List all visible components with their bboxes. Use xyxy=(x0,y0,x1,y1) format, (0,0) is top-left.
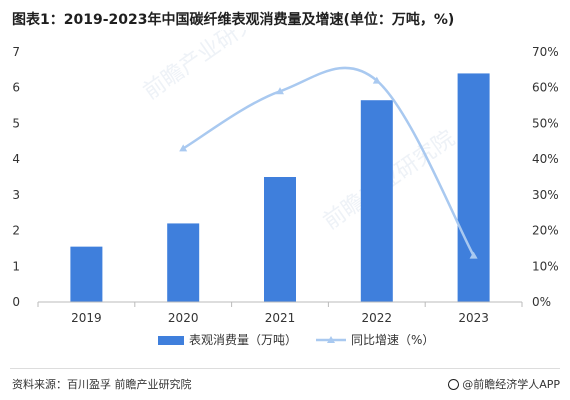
y-tick-label: 0 xyxy=(12,295,20,309)
y2-tick-label: 40% xyxy=(532,152,559,166)
y-tick-label: 7 xyxy=(12,45,20,59)
y2-tick-label: 20% xyxy=(532,224,559,238)
y-tick-label: 2 xyxy=(12,224,20,238)
line-point-marker xyxy=(372,76,381,84)
line-point-marker xyxy=(179,144,188,152)
bar xyxy=(360,100,393,302)
legend-bar-swatch xyxy=(158,336,184,345)
chart-svg: 012345670%10%20%30%40%50%60%70%前瞻产业研究院前瞻… xyxy=(12,0,559,347)
bar xyxy=(457,73,490,302)
y2-tick-label: 70% xyxy=(532,45,559,59)
watermark-text: 前瞻产业研究院 xyxy=(139,30,280,105)
bar xyxy=(70,246,103,302)
chart: 012345670%10%20%30%40%50%60%70%前瞻产业研究院前瞻… xyxy=(0,0,570,360)
y-tick-label: 1 xyxy=(12,259,20,273)
chart-title: 图表1：2019-2023年中国碳纤维表观消费量及增速(单位：万吨，%) xyxy=(12,12,455,28)
legend-line-marker xyxy=(327,336,335,343)
brand-logo-icon xyxy=(448,378,460,390)
line-point-marker xyxy=(469,251,478,259)
legend-line-label: 同比增速（%） xyxy=(351,333,434,347)
y-tick-label: 3 xyxy=(12,188,20,202)
brand-credit: @前瞻经济学人APP xyxy=(448,376,560,392)
line-point-marker xyxy=(276,87,284,95)
y-tick-label: 6 xyxy=(12,81,20,95)
footer-divider xyxy=(10,368,560,369)
y2-tick-label: 60% xyxy=(532,81,559,95)
y-tick-label: 5 xyxy=(12,116,20,130)
source-note: 资料来源：百川盈孚 前瞻产业研究院 xyxy=(12,378,192,391)
x-tick-label: 2023 xyxy=(458,311,489,325)
x-tick-label: 2019 xyxy=(71,311,102,325)
bar xyxy=(264,177,296,302)
x-tick-label: 2020 xyxy=(168,311,199,325)
y-tick-label: 4 xyxy=(12,152,20,166)
brand-label: @前瞻经济学人APP xyxy=(462,378,560,391)
y2-tick-label: 50% xyxy=(532,116,559,130)
y2-tick-label: 10% xyxy=(532,259,559,273)
y2-tick-label: 30% xyxy=(532,188,559,202)
growth-line xyxy=(182,66,475,257)
legend-bar-label: 表观消费量（万吨） xyxy=(189,333,297,347)
x-tick-label: 2021 xyxy=(265,311,296,325)
x-tick-label: 2022 xyxy=(362,311,393,325)
y2-tick-label: 0% xyxy=(532,295,551,309)
bar xyxy=(167,223,200,302)
